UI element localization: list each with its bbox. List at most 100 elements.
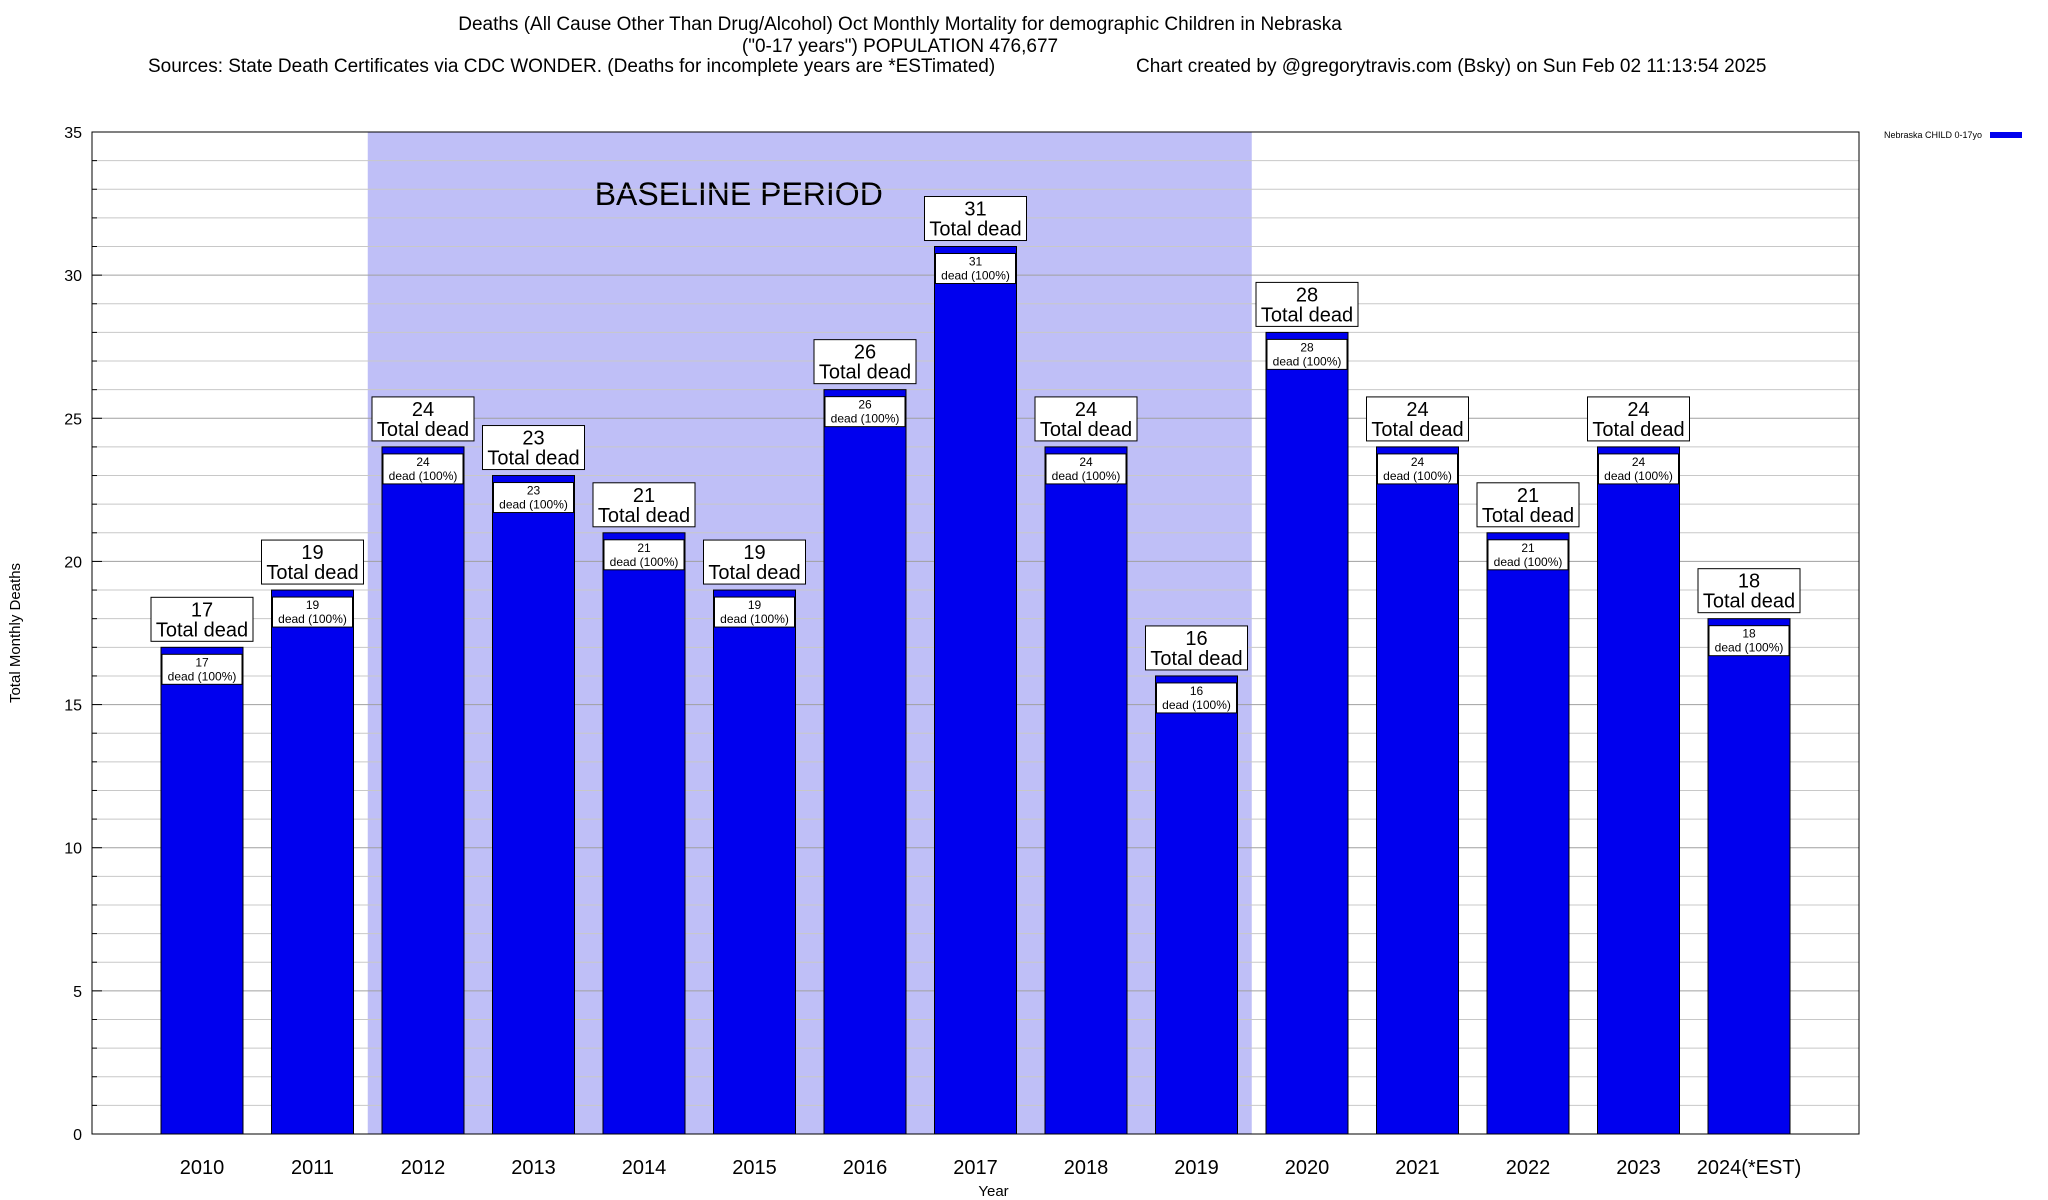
bar-inner-label-box [1377,453,1458,485]
bar-total-label-box [150,596,254,642]
bar-inner-label-value: 16 [1190,684,1204,698]
bar [823,389,907,1135]
bar-total-label-box [1697,568,1801,614]
bar-total-label-text: Total dead [156,619,248,641]
bar-total-label-value: 19 [743,542,765,564]
legend-swatch [1990,132,2023,138]
bar-total-label-text: Total dead [1592,419,1684,441]
bar-inner-label-value: 24 [1632,455,1646,469]
y-tick-label: 30 [64,268,82,285]
bar-total-label-value: 31 [964,199,986,221]
bar-total-label-value: 21 [633,485,655,507]
bar-total-label-value: 16 [1185,628,1207,650]
bar-total-label-text: Total dead [1040,419,1132,441]
bar-inner-label-value: 24 [1079,455,1093,469]
bar-inner-label-box [1708,625,1790,657]
bar-inner-label-value: 21 [1521,541,1535,555]
x-tick-label: 2024(*EST) [1697,1157,1802,1179]
bar-inner-label-value: 17 [195,655,209,669]
bar-inner-label-text: dead (100%) [831,412,900,426]
bar-total-label-value: 18 [1738,571,1760,593]
bar-inner-label-box [1266,338,1348,370]
x-tick-label: 2020 [1285,1157,1330,1179]
bar-inner-label-box [603,539,685,571]
bar-total-label-box [1034,396,1138,442]
bar-total-label-text: Total dead [1482,505,1574,527]
legend: Nebraska CHILD 0-17yo [1884,130,2023,140]
bar-inner-label-box [161,653,243,685]
bar-total-label-box [482,425,585,471]
bar-total-label-text: Total dead [598,505,690,527]
bar-total-label-text: Total dead [1703,591,1795,613]
x-tick-label: 2010 [180,1157,225,1179]
x-tick-label: 2021 [1395,1157,1440,1179]
bar-total-label-text: Total dead [1150,648,1242,670]
bar-total-label-text: Total dead [708,562,800,584]
x-tick-label: 2013 [511,1157,556,1179]
bar-total-label-value: 26 [854,342,876,364]
x-tick-label: 2023 [1616,1157,1661,1179]
bar-inner-label-value: 26 [858,398,872,412]
bar-inner-label-text: dead (100%) [1715,641,1784,655]
y-tick-label: 15 [64,698,82,715]
bar [1707,618,1791,1135]
bar-inner-label-value: 31 [969,255,983,269]
bar [1376,446,1459,1135]
bar-inner-label-value: 19 [306,598,320,612]
bar-total-label-value: 28 [1296,284,1318,306]
bar-total-label-value: 24 [1406,399,1428,421]
y-tick-label: 35 [64,125,82,142]
x-tick-label: 2015 [732,1157,777,1179]
bar-inner-label-text: dead (100%) [1494,555,1563,569]
legend-label: Nebraska CHILD 0-17yo [1884,130,1983,140]
bar-total-label-box [1366,396,1469,442]
bar-inner-label-box [935,253,1016,285]
bar-inner-label-text: dead (100%) [610,555,679,569]
bar [1265,331,1349,1135]
bar-total-label-text: Total dead [487,448,579,470]
bar-total-label-value: 21 [1517,485,1539,507]
bar-total-label-value: 17 [191,599,213,621]
y-tick-label: 25 [64,411,82,428]
bar-inner-label-text: dead (100%) [1273,354,1342,368]
chart-subtitle: ("0-17 years") POPULATION 476,677 [741,36,1059,57]
x-tick-label: 2014 [622,1157,667,1179]
bar [271,589,354,1135]
bar-inner-label-box [824,396,906,428]
bar-inner-label-box [714,596,795,628]
bar-total-label-box [592,482,696,528]
bar-inner-label-box [1156,682,1237,714]
chart-title: Deaths (All Cause Other Than Drug/Alcoho… [458,14,1342,35]
bar-inner-label-box [272,596,353,628]
bar [1044,446,1128,1135]
bar-inner-label-value: 23 [527,484,541,498]
baseline-label: BASELINE PERIOD [595,176,883,212]
bar [160,646,244,1135]
bar [492,475,575,1135]
bar-total-label-box [1255,281,1359,327]
bar-total-label-text: Total dead [1371,419,1463,441]
bar-inner-label-text: dead (100%) [499,498,568,512]
bar-inner-label-value: 24 [416,455,430,469]
bar [934,246,1017,1135]
bar-inner-label-text: dead (100%) [1162,698,1231,712]
x-tick-label: 2018 [1064,1157,1109,1179]
bar-total-label-box [703,539,806,585]
bar [602,532,686,1135]
bar [1597,446,1680,1135]
bar-inner-label-box [493,482,574,514]
chart-title-block: Deaths (All Cause Other Than Drug/Alcoho… [0,14,1800,58]
x-tick-label: 2012 [401,1157,446,1179]
credit-text: Chart created by @gregorytravis.com (Bsk… [1136,56,1767,77]
bar-total-label-text: Total dead [266,562,358,584]
bar-inner-label-box [1487,539,1569,571]
bar-total-label-box [1476,482,1580,528]
bar-inner-label-text: dead (100%) [720,612,789,626]
bar-inner-label-text: dead (100%) [1383,469,1452,483]
y-tick-label: 10 [64,841,82,858]
bar-total-label-box [813,339,917,385]
bar-inner-label-value: 24 [1411,455,1425,469]
bar-inner-label-box [1598,453,1679,485]
bar-total-label-box [1145,625,1248,671]
